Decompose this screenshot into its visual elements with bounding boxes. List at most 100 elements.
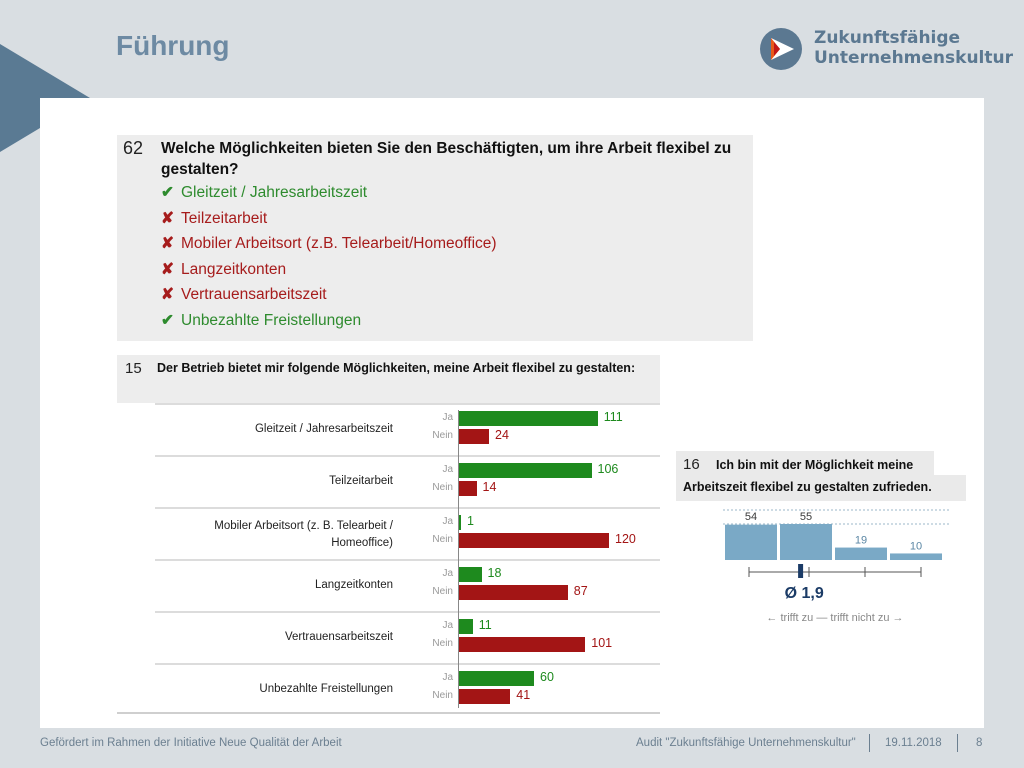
q15-question: Der Betrieb bietet mir folgende Möglichk… <box>157 361 636 375</box>
q62-option: ✔ Gleitzeit / Jahresarbeitszeit <box>161 182 367 204</box>
q15-category-label: Mobiler Arbeitsort (z. B. Telearbeit / H… <box>214 520 393 549</box>
q16-value: 54 <box>745 511 757 523</box>
cross-icon: ✘ <box>161 286 174 303</box>
q15-value: 101 <box>591 636 613 650</box>
q16-number: 16 <box>683 456 700 473</box>
q16-question-line2: Arbeitszeit flexibel zu gestalten zufrie… <box>683 480 932 494</box>
q15-category-label: Langzeitkonten <box>314 579 393 591</box>
q62-option: ✔ Unbezahlte Freistellungen <box>161 310 361 332</box>
q15-row: Mobiler Arbeitsort (z. B. Telearbeit / H… <box>155 507 660 561</box>
q15-value: 14 <box>482 480 497 494</box>
q62-option: ✘ Teilzeitarbeit <box>161 208 267 230</box>
cross-icon: ✘ <box>161 260 174 278</box>
q15-nein-label: Nein <box>432 690 453 701</box>
q62-option: ✘ Vertrauensarbeitszeit <box>161 284 327 306</box>
q15-value: 24 <box>495 428 509 442</box>
q15-axis <box>458 410 459 708</box>
q15-value: 41 <box>516 688 531 702</box>
q15-ja-label: Ja <box>442 672 453 683</box>
q16-value: 55 <box>800 511 812 523</box>
q62-option-label: Gleitzeit / Jahresarbeitszeit <box>181 184 368 201</box>
logo: Zukunftsfähige Unternehmenskultur <box>760 26 1013 74</box>
q15-category-label: Gleitzeit / Jahresarbeitszeit <box>254 423 393 435</box>
cross-icon: ✘ <box>161 209 174 227</box>
footer-audit: Audit "Zukunftsfähige Unternehmenskultur… <box>636 737 856 749</box>
q62-option: ✘ Mobiler Arbeitsort (z.B. Telearbeit/Hom… <box>161 233 497 255</box>
q15-ja-label: Ja <box>442 620 453 631</box>
page-title: Führung <box>116 30 230 61</box>
q15-row: Vertrauensarbeitszeit Ja 11 Nein 101 <box>155 611 660 665</box>
page-number: 8 <box>976 737 983 749</box>
q15-nein-label: Nein <box>432 482 453 493</box>
q15-value: 87 <box>573 584 588 598</box>
q15-nein-label: Nein <box>432 534 453 545</box>
q15-bar-nein <box>459 533 609 548</box>
q15-row: Gleitzeit / Jahresarbeitszeit Ja 111 Nein 24 <box>155 403 660 457</box>
q15-bar-ja <box>459 463 592 478</box>
q15-value: 111 <box>603 410 623 424</box>
q15-value: 11 <box>478 618 492 632</box>
cross-icon: ✘ <box>161 235 174 252</box>
q15-row: Unbezahlte Freistellungen Ja 60 Nein 41 <box>155 663 660 717</box>
q15-bar-ja <box>459 671 534 686</box>
logo-text: Zukunftsfähige Unternehmenskultur <box>814 28 1013 68</box>
q16-mean-marker <box>798 564 804 578</box>
q15-value: 106 <box>597 462 619 476</box>
q62-option-label: Unbezahlte Freistellungen <box>181 311 362 329</box>
q15-bar-ja <box>459 619 473 634</box>
q15-header: 15 Der Betrieb bietet mir folgende Mögli… <box>117 355 660 403</box>
q15-bar-ja <box>459 567 482 582</box>
q16-value: 10 <box>910 540 922 552</box>
checkmark-icon: ✔ <box>161 184 174 201</box>
q15-bar-ja <box>459 515 461 530</box>
q15-category-label: Unbezahlte Freistellungen <box>259 683 393 695</box>
q16-bar <box>725 524 777 560</box>
q62-question: Welche Möglichkeiten bieten Sie den Besc… <box>161 140 732 178</box>
q16-chart: 54 55 19 10 Ø 1,9 ← trifft zu — trifft nicht … <box>723 509 949 624</box>
q16-bar <box>835 547 887 560</box>
q16-bar <box>890 553 942 560</box>
logo-icon <box>760 28 802 70</box>
footer-date: 19.11.2018 <box>885 737 942 749</box>
q16-scale-caption: ← trifft zu — trifft nicht zu → <box>766 612 903 624</box>
q16-header-bg-2 <box>676 475 966 501</box>
q62-option-label: Teilzeitarbeit <box>181 209 268 227</box>
q15-bar-nein <box>459 689 511 704</box>
checkmark-icon: ✔ <box>161 311 174 329</box>
q15-chart: Gleitzeit / Jahresarbeitszeit Ja 111 Nein 24… <box>117 403 660 713</box>
q15-bar-nein <box>459 481 477 496</box>
q62-box: 62 Welche Möglichkeiten bieten Sie den B… <box>117 135 753 341</box>
footer-left: Gefördert im Rahmen der Initiative Neue … <box>40 737 342 749</box>
q15-value: 60 <box>540 670 554 684</box>
q15-bar-ja <box>459 411 598 426</box>
q15-nein-label: Nein <box>432 430 453 441</box>
q15-category-label: Vertrauensarbeitszeit <box>284 631 393 643</box>
q15-value: 120 <box>615 532 636 546</box>
footer-separator <box>957 734 958 752</box>
q15-bar-nein <box>459 585 568 600</box>
q15-ja-label: Ja <box>442 568 453 579</box>
q15-ja-label: Ja <box>442 464 453 475</box>
q15-bar-nein <box>459 637 586 652</box>
q62-number: 62 <box>123 138 144 158</box>
q62-option-label: Langzeitkonten <box>181 260 287 278</box>
q62-option-label: Vertrauensarbeitszeit <box>181 286 327 303</box>
footer-separator <box>869 734 870 752</box>
q15-value: 18 <box>487 566 502 580</box>
q16-question-line1: Ich bin mit der Möglichkeit meine <box>716 458 914 472</box>
q15-row: Langzeitkonten Ja 18 Nein 87 <box>155 559 660 613</box>
q15-bar-nein <box>459 429 489 444</box>
q15-number: 15 <box>125 360 142 377</box>
q16-value: 19 <box>855 535 867 547</box>
q15-category-label: Teilzeitarbeit <box>329 475 393 487</box>
q16-header-bg <box>676 451 934 475</box>
q15-row: Teilzeitarbeit Ja 106 Nein 14 <box>155 455 660 509</box>
q62-option: ✘ Langzeitkonten <box>161 259 286 281</box>
q62-option-label: Mobiler Arbeitsort (z.B. Telearbeit/Home… <box>181 235 497 252</box>
q15-bottom-rule <box>117 712 660 714</box>
q15-value: 1 <box>467 514 474 528</box>
q15-nein-label: Nein <box>432 638 453 649</box>
q15-ja-label: Ja <box>442 516 453 527</box>
q16-bar <box>780 524 832 560</box>
q15-ja-label: Ja <box>442 412 453 423</box>
